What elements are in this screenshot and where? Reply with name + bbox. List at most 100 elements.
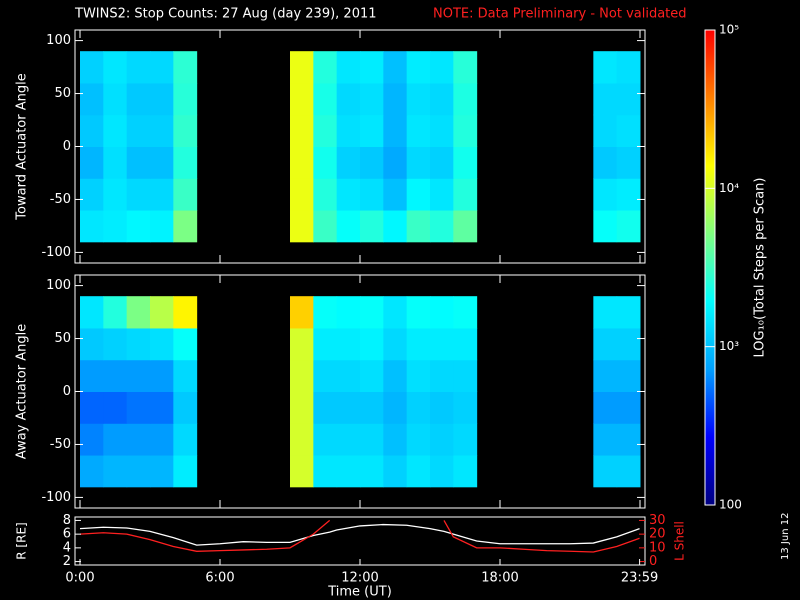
heatmap-cell	[336, 423, 361, 456]
heatmap-cell	[616, 51, 641, 84]
heatmap-cell	[383, 51, 408, 84]
heatmap-cell	[406, 423, 431, 456]
heatmap-cell	[383, 423, 408, 456]
heatmap-cell	[173, 210, 198, 243]
heatmap-cell	[103, 296, 128, 329]
heatmap-cell	[313, 178, 338, 211]
heatmap-cell	[453, 391, 478, 424]
heatmap-cell	[430, 391, 454, 424]
heatmap-cell	[360, 51, 384, 84]
y-tick-label: 6	[63, 527, 71, 542]
heatmap-cell	[150, 114, 174, 147]
y-axis-label: R [RE]	[15, 522, 29, 559]
heatmap-cell	[360, 146, 384, 179]
heatmap-cell	[430, 359, 454, 392]
heatmap-cell	[290, 210, 314, 243]
heatmap-cell	[616, 210, 641, 243]
heatmap-cell	[383, 359, 408, 392]
heatmap-cell	[383, 296, 408, 329]
heatmap-cell	[593, 327, 618, 361]
y2-tick-label: 10	[649, 540, 666, 555]
heatmap-cell	[360, 327, 384, 361]
heatmap-cell	[150, 146, 174, 179]
heatmap-cell	[453, 210, 478, 243]
heatmap-cell	[360, 210, 384, 243]
heatmap-cell	[383, 327, 408, 361]
heatmap-cell	[593, 82, 618, 116]
heatmap-cell	[593, 296, 618, 329]
y-tick-label: 50	[54, 86, 71, 101]
heatmap-cell	[80, 327, 104, 361]
heatmap-cell	[406, 296, 431, 329]
heatmap-cell	[383, 114, 408, 147]
heatmap-cell	[453, 51, 478, 84]
heatmap-cell	[453, 359, 478, 392]
heatmap-cell	[453, 82, 478, 116]
heatmap-cell	[616, 423, 641, 456]
heatmap-cell	[103, 82, 128, 116]
heatmap-cell	[593, 210, 618, 243]
heatmap-cell	[103, 114, 128, 147]
heatmap-cell	[360, 423, 384, 456]
heatmap-cell	[616, 327, 641, 361]
heatmap-cell	[593, 51, 618, 84]
heatmap-cell	[80, 391, 104, 424]
heatmap-cell	[103, 210, 128, 243]
heatmap-cell	[430, 82, 454, 116]
heatmap-cell	[290, 296, 314, 329]
heatmap-cell	[173, 82, 198, 116]
heatmap-cell	[360, 82, 384, 116]
heatmap-cell	[103, 391, 128, 424]
heatmap-cell	[616, 114, 641, 147]
heatmap-cell	[406, 146, 431, 179]
footer: 13 Jun 12	[780, 513, 791, 560]
heatmap-cell	[406, 210, 431, 243]
heatmap-cell	[150, 296, 174, 329]
heatmap-cell	[290, 114, 314, 147]
heatmap-cell	[383, 178, 408, 211]
heatmap-cell	[290, 455, 314, 488]
heatmap-cell	[80, 82, 104, 116]
heatmap-cell	[430, 178, 454, 211]
heatmap-cell	[430, 51, 454, 84]
line-series	[79, 523, 640, 546]
heatmap-cell	[150, 51, 174, 84]
heatmap-cell	[360, 114, 384, 147]
y-tick-label: -100	[41, 490, 71, 505]
heatmap-cell	[313, 210, 338, 243]
y-tick-label: -100	[41, 245, 71, 260]
heatmap-cell	[173, 114, 198, 147]
y-tick-label: 4	[63, 540, 71, 555]
heatmap-cell	[103, 359, 128, 392]
line-series	[79, 519, 640, 553]
heatmap-cell	[313, 423, 338, 456]
heatmap-cell	[126, 296, 151, 329]
y-tick-label: 2	[63, 554, 71, 569]
heatmap-cell	[593, 114, 618, 147]
heatmap-cell	[103, 327, 128, 361]
x-axis-label: Time (UT)	[327, 585, 392, 600]
heatmap-cell	[616, 146, 641, 179]
heatmap-cell	[80, 359, 104, 392]
y2-tick-label: 30	[649, 513, 666, 528]
plot-frame	[74, 516, 646, 566]
heatmap-cell	[593, 146, 618, 179]
heatmap-cell	[103, 178, 128, 211]
heatmap-cell	[150, 359, 174, 392]
heatmap-cell	[103, 146, 128, 179]
heatmap-cell	[290, 327, 314, 361]
x-tick-label: 23:59	[621, 571, 658, 586]
heatmap-cell	[406, 359, 431, 392]
heatmap-cell	[150, 455, 174, 488]
heatmap-cell	[80, 51, 104, 84]
heatmap-cell	[593, 391, 618, 424]
heatmap-cell	[616, 359, 641, 392]
heatmap-cell	[126, 82, 151, 116]
heatmap-cell	[173, 359, 198, 392]
y-tick-label: 50	[54, 331, 71, 346]
heatmap-cell	[150, 82, 174, 116]
heatmap-cell	[616, 296, 641, 329]
heatmap-cell	[80, 114, 104, 147]
heatmap-cell	[313, 146, 338, 179]
heatmap-cell	[360, 296, 384, 329]
